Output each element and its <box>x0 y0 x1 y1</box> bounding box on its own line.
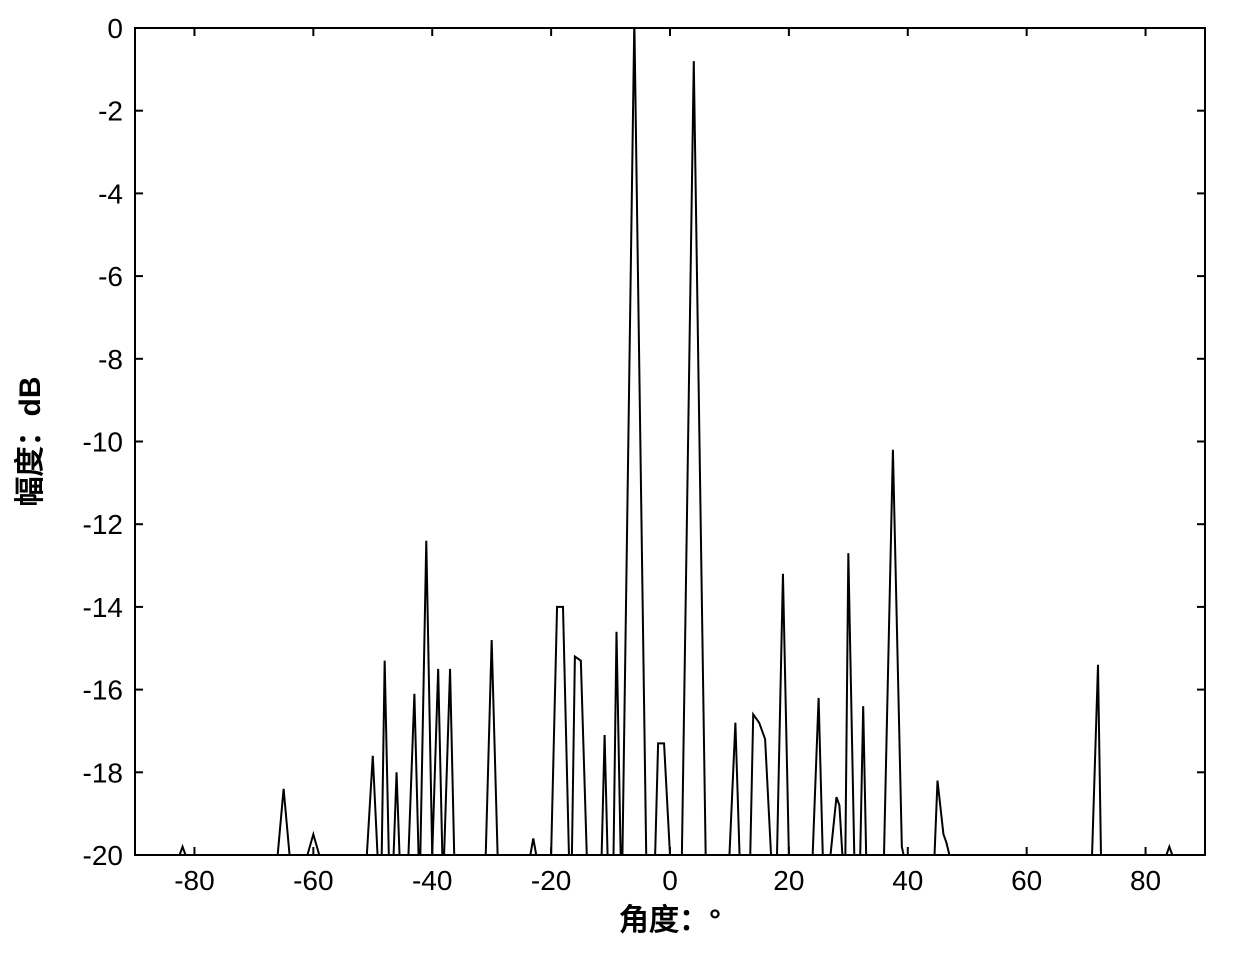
y-tick-label: -16 <box>83 675 123 706</box>
data-series <box>135 20 1205 855</box>
line-chart: -80-60-40-20020406080-20-18-16-14-12-10-… <box>0 0 1240 964</box>
x-tick-label: -80 <box>174 865 214 896</box>
x-axis-label: 角度：° <box>619 904 721 937</box>
y-tick-label: 0 <box>107 13 123 44</box>
y-tick-label: -8 <box>98 344 123 375</box>
chart-container: -80-60-40-20020406080-20-18-16-14-12-10-… <box>0 0 1240 964</box>
y-axis-label: 幅度：dB <box>14 377 47 507</box>
y-tick-label: -20 <box>83 840 123 871</box>
y-tick-label: -6 <box>98 261 123 292</box>
x-tick-label: -20 <box>531 865 571 896</box>
y-tick-label: -18 <box>83 757 123 788</box>
y-tick-label: -12 <box>83 509 123 540</box>
y-tick-label: -14 <box>83 592 123 623</box>
x-tick-label: 20 <box>773 865 804 896</box>
x-tick-label: -40 <box>412 865 452 896</box>
x-tick-label: 60 <box>1011 865 1042 896</box>
plot-border <box>135 28 1205 855</box>
x-tick-label: -60 <box>293 865 333 896</box>
y-tick-label: -10 <box>83 427 123 458</box>
x-tick-label: 80 <box>1130 865 1161 896</box>
y-tick-label: -4 <box>98 178 123 209</box>
x-tick-label: 0 <box>662 865 678 896</box>
x-tick-label: 40 <box>892 865 923 896</box>
y-tick-label: -2 <box>98 96 123 127</box>
